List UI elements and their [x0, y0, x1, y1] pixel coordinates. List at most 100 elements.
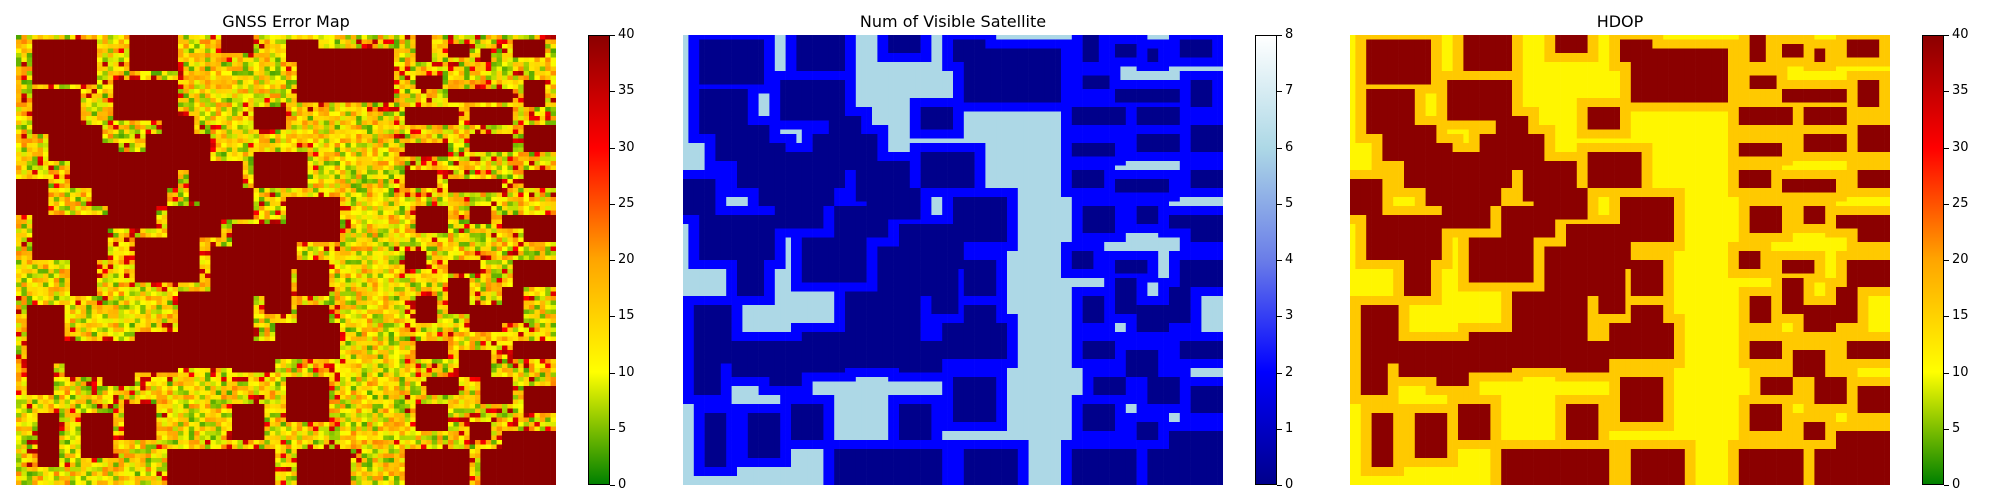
heatmap-cell	[523, 35, 530, 40]
heatmap-cell	[26, 143, 33, 148]
heatmap-cell	[248, 62, 254, 67]
heatmap-cell	[37, 138, 44, 144]
heatmap-cell	[64, 80, 71, 85]
heatmap-cell	[421, 84, 427, 90]
heatmap-cell	[188, 84, 195, 90]
heatmap-cell	[43, 188, 49, 193]
heatmap-cell	[172, 237, 179, 243]
heatmap-cell	[323, 174, 330, 180]
heatmap-cell	[502, 93, 508, 99]
heatmap-cell	[318, 152, 325, 157]
heatmap-cell	[507, 134, 514, 139]
heatmap-cell	[16, 84, 22, 90]
heatmap-cell	[388, 228, 395, 234]
heatmap-cell	[183, 93, 190, 99]
heatmap-cell	[507, 197, 514, 202]
heatmap-cell	[291, 228, 298, 234]
heatmap-cell	[199, 116, 206, 121]
heatmap-cell	[199, 143, 206, 148]
heatmap-cell	[529, 107, 535, 112]
heatmap-cell	[550, 143, 556, 148]
heatmap-cell	[415, 188, 422, 193]
heatmap-cell	[372, 242, 379, 247]
heatmap-cell	[226, 197, 233, 202]
heatmap-cell	[242, 224, 249, 229]
heatmap-cell	[453, 93, 460, 99]
heatmap-cell	[248, 44, 254, 49]
heatmap-cell	[280, 197, 287, 202]
heatmap-cell	[518, 98, 524, 103]
heatmap-cell	[480, 39, 487, 45]
heatmap-cell	[253, 201, 260, 207]
heatmap-cell	[458, 174, 465, 180]
heatmap-cell	[32, 224, 38, 229]
heatmap-cell	[350, 62, 357, 67]
heatmap-cell	[550, 138, 556, 144]
heatmap-cell	[134, 134, 141, 139]
heatmap-cell	[383, 93, 389, 99]
heatmap-cell	[442, 219, 449, 225]
heatmap-cell	[275, 125, 281, 130]
heatmap-cell	[161, 80, 168, 85]
heatmap-cell	[464, 111, 470, 117]
heatmap-cell	[37, 48, 44, 54]
heatmap-cell	[448, 156, 454, 162]
heatmap-cell	[480, 152, 487, 157]
heatmap-cell	[199, 35, 206, 40]
heatmap-cell	[539, 66, 546, 72]
heatmap-cell	[512, 129, 519, 135]
heatmap-cell	[242, 129, 249, 135]
heatmap-cell	[43, 93, 49, 99]
heatmap-cell	[491, 134, 497, 139]
heatmap-cell	[70, 71, 76, 76]
heatmap-cell	[410, 197, 416, 202]
heatmap-cell	[226, 206, 233, 211]
heatmap-cell	[43, 143, 49, 148]
heatmap-cell	[410, 57, 416, 63]
heatmap-cell	[404, 62, 411, 67]
heatmap-cell	[426, 255, 433, 261]
heatmap-cell	[453, 233, 460, 238]
heatmap-cell	[205, 53, 211, 58]
heatmap-cell	[458, 228, 465, 234]
heatmap-cell	[313, 242, 319, 247]
heatmap-cell	[421, 125, 427, 130]
heatmap-cell	[151, 57, 157, 63]
heatmap-cell	[307, 102, 314, 108]
heatmap-cell	[215, 170, 222, 175]
heatmap-cell	[75, 165, 82, 171]
heatmap-cell	[394, 129, 400, 135]
heatmap-cell	[86, 48, 92, 54]
heatmap-cell	[302, 57, 308, 63]
heatmap-cell	[129, 89, 136, 94]
heatmap-cell	[340, 233, 346, 238]
heatmap-cell	[415, 242, 422, 247]
heatmap-cell	[377, 210, 384, 216]
heatmap-cell	[16, 71, 22, 76]
heatmap-cell	[491, 57, 497, 63]
heatmap-cell	[188, 215, 195, 220]
heatmap-cell	[264, 156, 271, 162]
heatmap-cell	[512, 219, 519, 225]
heatmap-cell	[426, 80, 433, 85]
heatmap-cell	[340, 192, 346, 198]
heatmap-cell	[26, 120, 33, 126]
heatmap-cell	[334, 242, 341, 247]
heatmap-cell	[43, 84, 49, 90]
heatmap-cell	[210, 48, 217, 54]
heatmap-cell	[313, 111, 319, 117]
heatmap-cell	[151, 188, 157, 193]
heatmap-cell	[404, 93, 411, 99]
heatmap-cell	[377, 129, 384, 135]
heatmap-cell	[75, 188, 82, 193]
heatmap-cell	[113, 215, 119, 220]
heatmap-cell	[383, 44, 389, 49]
heatmap-cell	[415, 255, 422, 261]
heatmap-cell	[350, 210, 357, 216]
heatmap-cell	[107, 188, 114, 193]
heatmap-cell	[345, 53, 352, 58]
heatmap-cell	[394, 102, 400, 108]
heatmap-cell	[529, 242, 535, 247]
heatmap-cell	[194, 183, 200, 189]
heatmap-cell	[194, 116, 200, 121]
